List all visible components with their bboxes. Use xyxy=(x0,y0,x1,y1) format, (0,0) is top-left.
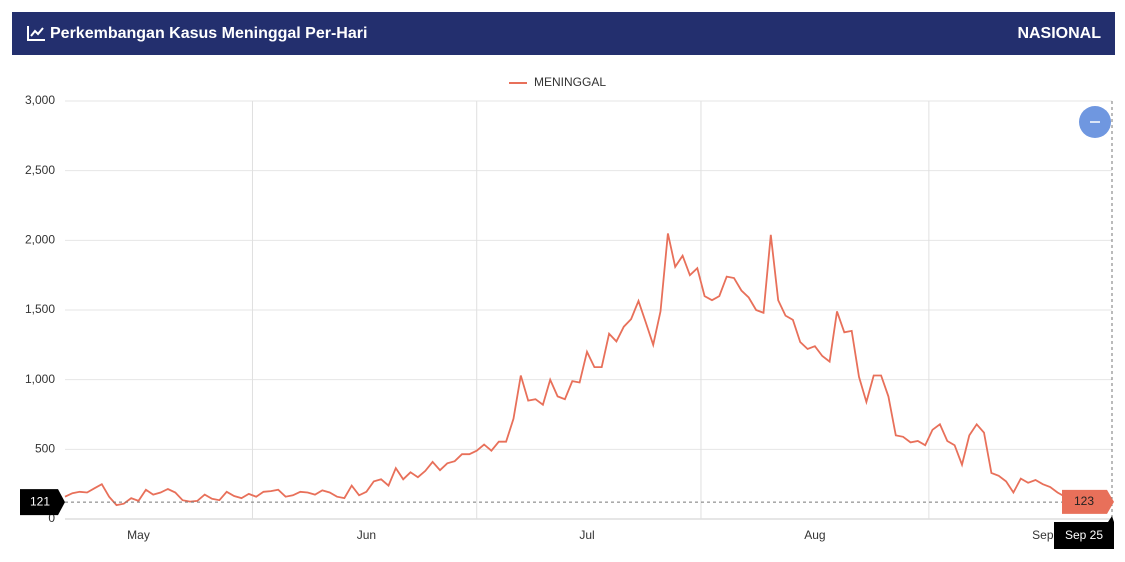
x-tick-label: Jun xyxy=(357,528,376,542)
legend-label: MENINGGAL xyxy=(534,75,606,89)
y-pointer-box xyxy=(20,489,65,516)
x-pointer-box xyxy=(1054,516,1114,549)
data-line xyxy=(64,233,1110,507)
header-bar xyxy=(12,12,1115,55)
y-tick-label: 0 xyxy=(48,511,55,525)
x-tick-label: May xyxy=(127,528,150,542)
y-tick-label: 1,500 xyxy=(25,302,55,316)
y-tick-label: 500 xyxy=(35,442,55,456)
value-tooltip-box xyxy=(1062,489,1114,514)
x-tick-label: Jul xyxy=(579,528,594,542)
y-tick-label: 2,500 xyxy=(25,163,55,177)
value-tooltip-label: 123 xyxy=(1074,494,1094,508)
chart-icon xyxy=(27,26,45,41)
y-tick-label: 1,000 xyxy=(25,372,55,386)
y-pointer-label: 121 xyxy=(30,494,50,508)
header-badge: NASIONAL xyxy=(1017,25,1101,42)
header-title: Perkembangan Kasus Meninggal Per-Hari xyxy=(50,25,367,42)
x-tick-label: Aug xyxy=(804,528,825,542)
y-tick-label: 3,000 xyxy=(25,93,55,107)
x-pointer-label: Sep 25 xyxy=(1065,528,1103,542)
x-tick-label: Sep xyxy=(1032,528,1054,542)
y-tick-label: 2,000 xyxy=(25,233,55,247)
